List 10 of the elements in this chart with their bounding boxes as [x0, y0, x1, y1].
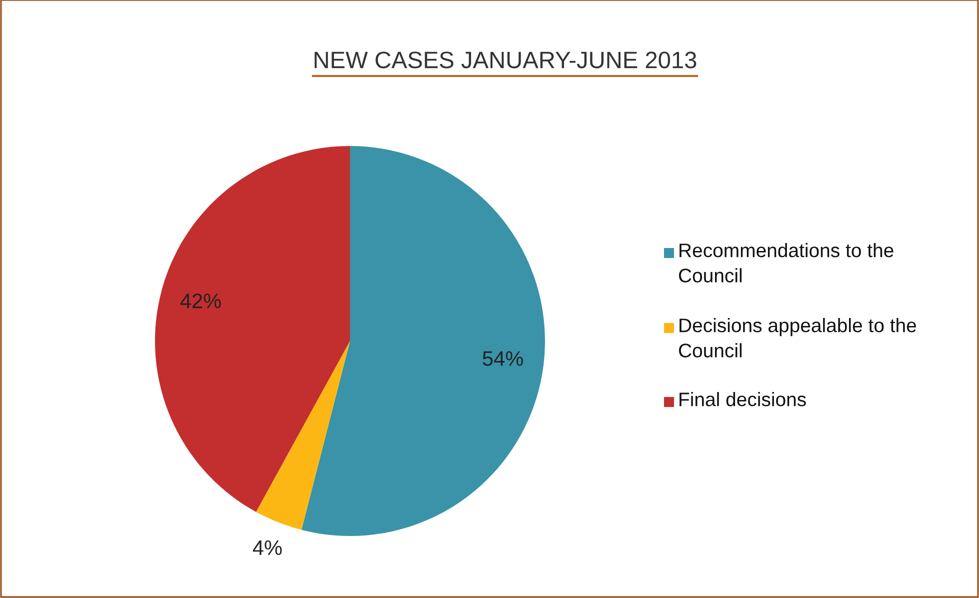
- pie-slice: [302, 146, 545, 536]
- chart-title: NEW CASES JANUARY-JUNE 2013: [314, 52, 696, 68]
- data-label: 42%: [180, 294, 221, 308]
- data-label: 4%: [252, 540, 282, 556]
- legend-label: Decisions appealable to the Council: [678, 318, 916, 358]
- legend-label: Final decisions: [680, 392, 806, 406]
- legend-label: Recommendations to the Council: [678, 243, 894, 282]
- pie-slice: [256, 341, 350, 530]
- data-label: 54%: [482, 351, 523, 366]
- pie-slice: [155, 146, 350, 512]
